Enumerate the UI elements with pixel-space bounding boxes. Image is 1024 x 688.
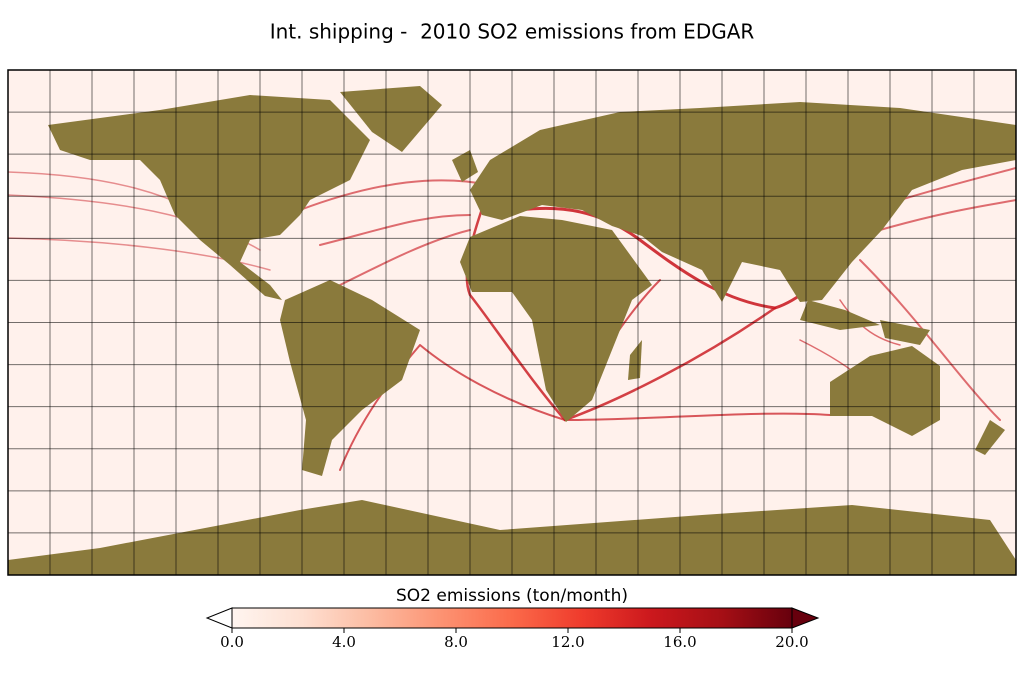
shipping-lanes (8, 167, 1016, 471)
colorbar-tick-label: 8.0 (444, 633, 468, 651)
colorbar: SO2 emissions (ton/month) 0.0 4.0 8.0 12.0 1… (205, 586, 820, 651)
map-frame (7, 69, 1017, 576)
colorbar-extend-max (791, 607, 820, 629)
colorbar-tick-label: 0.0 (220, 633, 244, 651)
colorbar-bar (231, 607, 793, 629)
colorbar-tick-label: 16.0 (663, 633, 696, 651)
colorbar-label: SO2 emissions (ton/month) (396, 586, 628, 606)
colorbar-extend-min (205, 607, 233, 629)
colorbar-tick-label: 20.0 (775, 633, 808, 651)
graticule (8, 70, 1016, 575)
title: Int. shipping - 2010 SO2 emissions from … (270, 20, 755, 44)
map (8, 70, 1016, 575)
colorbar-tick-label: 12.0 (551, 633, 584, 651)
colorbar-tick-label: 4.0 (332, 633, 356, 651)
colorbar-ticks: 0.0 4.0 8.0 12.0 16.0 20.0 (220, 628, 809, 651)
